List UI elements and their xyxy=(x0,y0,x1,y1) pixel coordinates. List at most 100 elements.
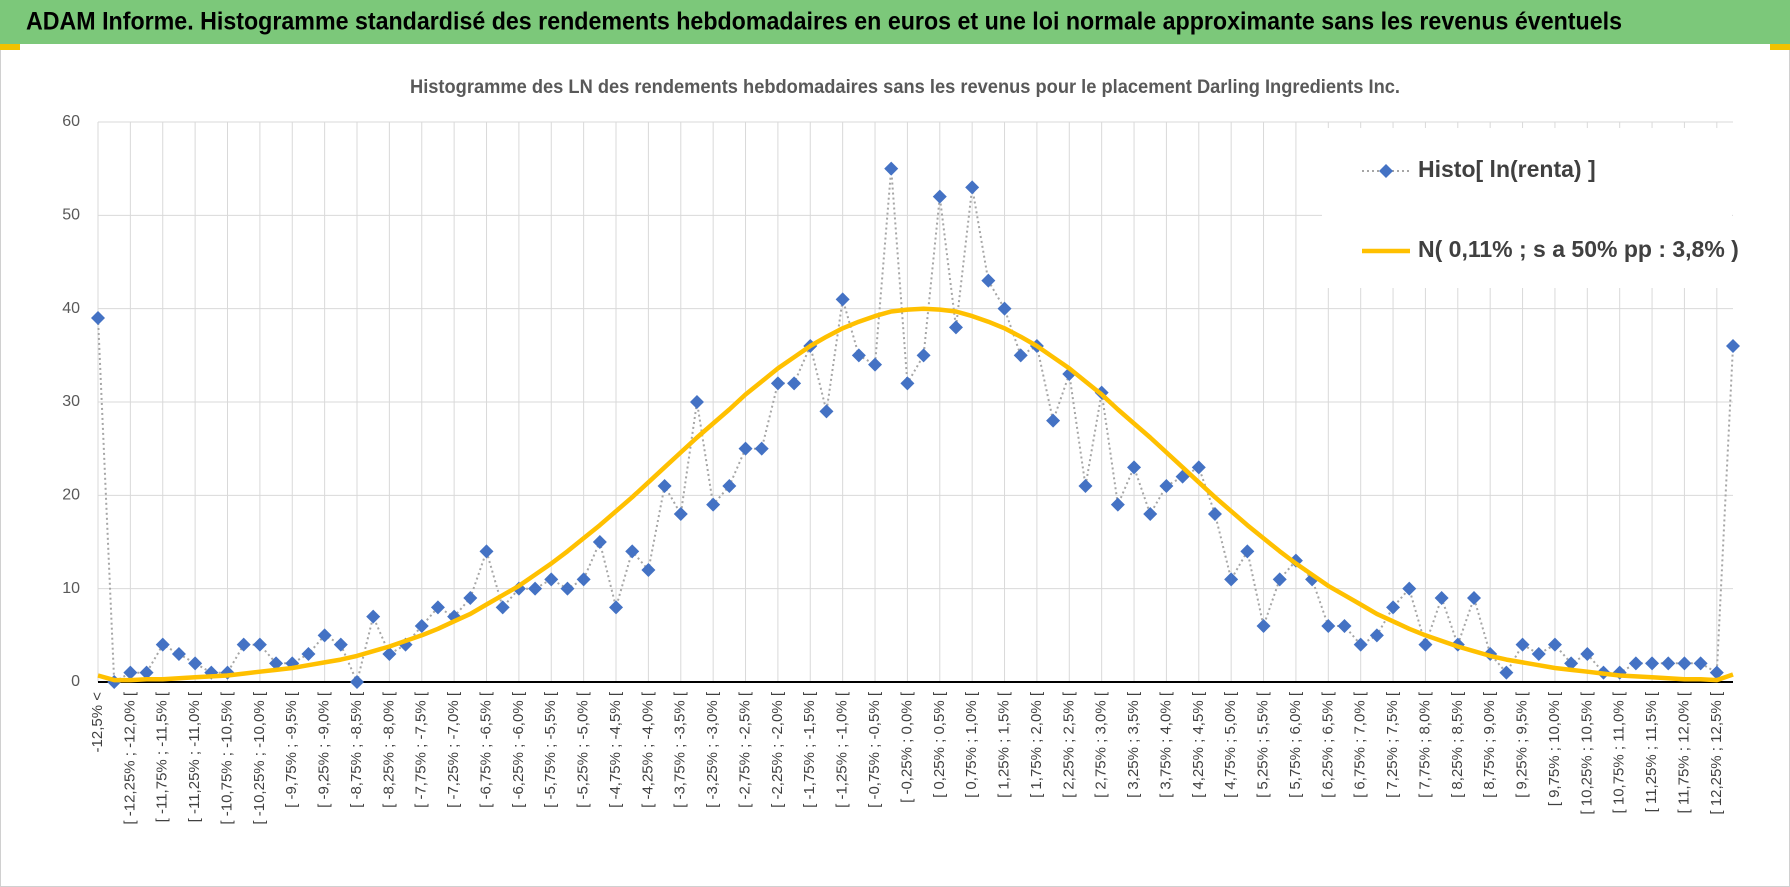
histogram-marker xyxy=(689,395,704,409)
x-tick-label: [ 9,25% ; 9,5% [ xyxy=(1514,691,1531,798)
x-tick-label: [ -0,75% ; -0,5% [ xyxy=(866,691,883,808)
x-tick-label: [ 7,25% ; 7,5% [ xyxy=(1384,691,1401,798)
header-corner xyxy=(1770,44,1790,50)
x-tick-label: [ -4,75% ; -4,5% [ xyxy=(607,691,624,808)
histogram-marker xyxy=(1127,460,1142,475)
histogram-marker xyxy=(1240,544,1255,559)
histogram-marker xyxy=(1046,413,1061,428)
x-tick-label: [ 4,25% ; 4,5% [ xyxy=(1190,691,1207,798)
x-tick-label: [ 5,75% ; 6,0% [ xyxy=(1287,691,1304,798)
histogram-marker xyxy=(171,647,186,661)
histogram-marker xyxy=(560,581,575,596)
histogram-marker xyxy=(1580,647,1595,661)
histogram-marker xyxy=(884,161,899,176)
x-tick-label: [ -10,25% ; -10,0% [ xyxy=(251,691,268,824)
x-tick-label: [ 3,25% ; 3,5% [ xyxy=(1125,691,1142,798)
header-title: ADAM Informe. Histogramme standardisé de… xyxy=(26,8,1622,36)
histogram-marker xyxy=(981,273,996,288)
x-tick-label: [ -10,75% ; -10,5% [ xyxy=(218,691,235,824)
histogram-marker xyxy=(236,637,251,652)
y-tick-label: 10 xyxy=(62,580,80,597)
y-tick-label: 0 xyxy=(71,673,80,690)
histogram-marker xyxy=(1434,591,1449,605)
x-tick-label: [ -7,75% ; -7,5% [ xyxy=(413,691,430,808)
x-tick-label: [ -1,25% ; -1,0% [ xyxy=(834,691,851,808)
histogram-marker xyxy=(1661,656,1676,671)
x-tick-label: [ -4,25% ; -4,0% [ xyxy=(639,691,656,808)
x-tick-label: [ -1,75% ; -1,5% [ xyxy=(801,691,818,808)
histogram-marker xyxy=(900,376,915,391)
x-tick-label: [ -11,75% ; -11,5% [ xyxy=(154,691,171,822)
histogram-marker xyxy=(495,600,510,615)
x-tick-label: [ -3,25% ; -3,0% [ xyxy=(704,691,721,808)
histogram-marker xyxy=(333,637,348,652)
x-tick-label: [ -5,75% ; -5,5% [ xyxy=(542,691,559,808)
y-tick-label: 20 xyxy=(62,487,80,504)
x-tick-label: [ 9,75% ; 10,0% [ xyxy=(1546,691,1563,806)
x-tick-label: [ -6,25% ; -6,0% [ xyxy=(510,691,527,808)
header-bar xyxy=(0,0,1790,44)
x-tick-label: [ 11,75% ; 12,0% [ xyxy=(1675,691,1692,813)
histogram-marker xyxy=(673,507,688,521)
legend-label: Histo[ ln(renta) ] xyxy=(1418,156,1596,182)
histogram-marker xyxy=(1499,665,1514,680)
histogram-marker xyxy=(819,404,834,419)
histogram-marker xyxy=(625,544,640,559)
x-tick-label: [ 2,25% ; 2,5% [ xyxy=(1060,691,1077,798)
histogram-marker xyxy=(1418,637,1433,652)
histogram-marker xyxy=(706,497,721,512)
histogram-marker xyxy=(269,656,284,671)
x-tick-label: [ 4,75% ; 5,0% [ xyxy=(1222,691,1239,798)
histogram-marker xyxy=(1353,637,1368,652)
x-tick-label: [ -12,25% ; -12,0% [ xyxy=(121,691,138,824)
histogram-marker xyxy=(754,441,769,456)
histogram-marker xyxy=(1402,581,1417,596)
x-tick-label: [ 7,75% ; 8,0% [ xyxy=(1416,691,1433,798)
histogram-marker xyxy=(1693,656,1708,671)
x-tick-label: [ 2,75% ; 3,0% [ xyxy=(1093,691,1110,798)
histogram-marker xyxy=(1547,637,1562,652)
histogram-marker xyxy=(1466,591,1481,605)
histogram-marker xyxy=(592,535,607,549)
x-tick-label: [ 12,25% ; 12,5% [ xyxy=(1708,691,1725,814)
histogram-marker xyxy=(414,619,429,633)
histogram-marker xyxy=(317,628,332,643)
histogram-marker xyxy=(1078,479,1093,493)
x-tick-label: [ 1,25% ; 1,5% [ xyxy=(996,691,1013,798)
histogram-marker xyxy=(123,665,138,680)
histogram-marker xyxy=(722,479,737,493)
x-tick-label: [ 8,75% ; 9,0% [ xyxy=(1481,691,1498,798)
x-tick-label: [ 8,25% ; 8,5% [ xyxy=(1449,691,1466,798)
histogram-marker xyxy=(463,591,478,605)
x-tick-label: [ -0,25% ; 0,0% [ xyxy=(898,691,915,803)
y-tick-label: 40 xyxy=(62,300,80,317)
x-tick-label: [ -5,25% ; -5,0% [ xyxy=(575,691,592,808)
histogram-marker xyxy=(1677,656,1692,671)
histogram-marker xyxy=(787,376,802,391)
x-tick-label: [ 10,25% ; 10,5% [ xyxy=(1578,691,1595,814)
histogram-marker xyxy=(851,348,866,363)
x-tick-label: [ -6,75% ; -6,5% [ xyxy=(477,691,494,808)
x-tick-label: [ 6,75% ; 7,0% [ xyxy=(1352,691,1369,798)
histogram-marker xyxy=(1110,497,1125,512)
histogram-marker xyxy=(1207,507,1222,521)
x-tick-label: [ -7,25% ; -7,0% [ xyxy=(445,691,462,808)
x-tick-label: [ 1,75% ; 2,0% [ xyxy=(1028,691,1045,798)
histogram-marker xyxy=(366,609,381,624)
histogram-marker xyxy=(139,665,154,680)
histogram-marker xyxy=(965,180,980,195)
histogram-marker xyxy=(1386,600,1401,615)
histogram-marker xyxy=(657,479,672,493)
histogram-marker xyxy=(997,301,1012,316)
y-tick-label: 60 xyxy=(62,113,80,130)
histogram-marker xyxy=(1159,479,1174,493)
x-tick-label: [ -8,25% ; -8,0% [ xyxy=(380,691,397,808)
histogram-marker xyxy=(916,348,931,363)
y-tick-label: 50 xyxy=(62,207,80,224)
histogram-marker xyxy=(1143,507,1158,521)
histogram-marker xyxy=(868,357,883,372)
histogram-marker xyxy=(770,376,785,391)
histogram-marker xyxy=(544,572,559,587)
